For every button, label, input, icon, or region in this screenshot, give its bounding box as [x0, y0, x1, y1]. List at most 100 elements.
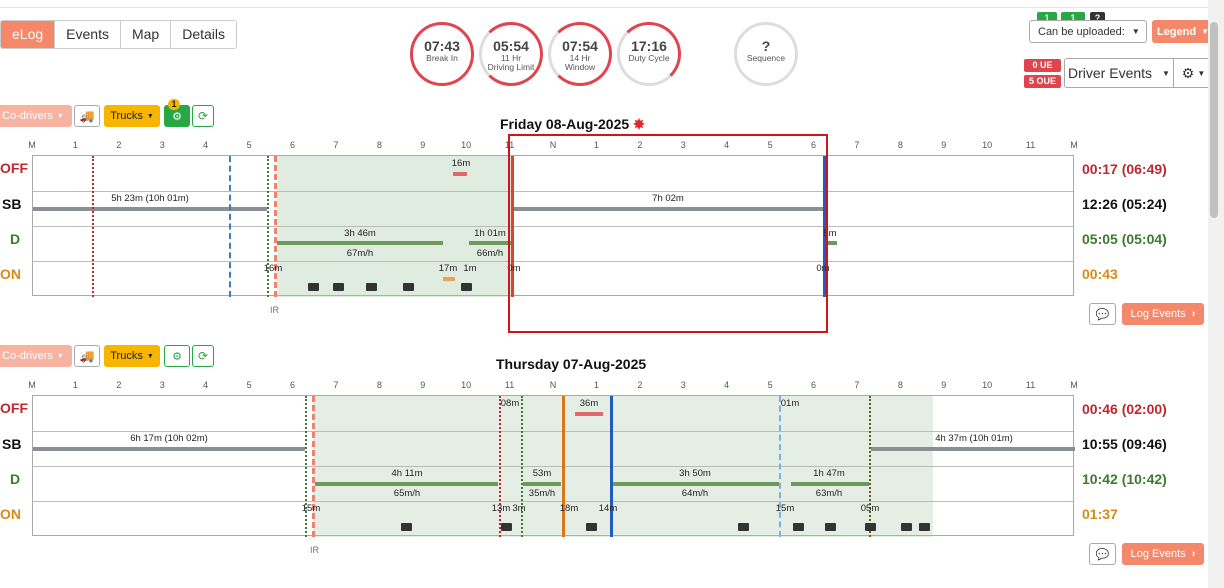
drive-shaded-region [277, 156, 511, 297]
vehicle-connect-button[interactable]: ⚙ [164, 345, 190, 367]
status-label-sb: SB [2, 196, 22, 212]
off-segment [575, 412, 603, 416]
tab-events[interactable]: Events [55, 21, 121, 48]
selection-highlight [508, 134, 828, 333]
comment-icon: 💬 [1095, 308, 1110, 321]
truck-icon-button[interactable]: 🚚 [74, 105, 100, 127]
hour-label: 4 [724, 380, 730, 390]
hour-label: M [28, 140, 36, 150]
hour-label: 8 [376, 140, 382, 150]
hour-label: 3 [680, 380, 686, 390]
status-label-off: OFF [0, 160, 28, 176]
upload-select[interactable]: Can be uploaded: ▼ [1029, 20, 1147, 43]
truck-icon: 🚚 [79, 109, 95, 123]
hour-label: 6 [289, 140, 296, 150]
codrivers-button[interactable]: Co-drivers ▼ [0, 345, 72, 367]
total-d: 10:42 (10:42) [1082, 471, 1167, 487]
speed-label: 65m/h [393, 488, 421, 499]
truck-icon [793, 523, 804, 531]
duration-label: 6h 17m (10h 02m) [130, 433, 208, 444]
total-d: 05:05 (05:04) [1082, 231, 1167, 247]
speed-label: 66m/h [476, 248, 504, 259]
ue-badge[interactable]: 0 UE [1024, 59, 1061, 72]
vehicle-connect-button[interactable]: ⚙ [164, 105, 190, 127]
hour-label: 2 [116, 140, 122, 150]
drive-segment [469, 241, 513, 245]
scrollbar-thumb[interactable] [1210, 22, 1218, 218]
truck-icon [403, 283, 414, 291]
comment-button[interactable]: 💬 [1089, 303, 1116, 325]
row-divider [33, 466, 1073, 467]
dial-duty-cycle: 17:16 Duty Cycle [617, 22, 681, 86]
truck-icon [825, 523, 836, 531]
dial-label: 14 Hr [569, 53, 591, 63]
sb-segment [33, 447, 305, 451]
drive-segment [277, 241, 443, 245]
duration-label: 7h 02m [652, 193, 684, 204]
tab-elog[interactable]: eLog [1, 21, 56, 48]
duration-label: 3m [512, 503, 526, 514]
truck-icon [333, 283, 344, 291]
hour-label: 11 [504, 380, 515, 390]
hour-label: 10 [982, 380, 993, 390]
row-divider [33, 501, 1073, 502]
row-divider [33, 431, 1073, 432]
sb-segment [513, 207, 823, 211]
event-marker [562, 396, 565, 537]
oue-badge[interactable]: 5 OUE [1024, 75, 1061, 88]
hour-label: 11 [1025, 380, 1036, 390]
hour-label: 1 [72, 140, 78, 150]
hour-label: 8 [897, 380, 903, 390]
legend-button[interactable]: Legend ▼ [1152, 20, 1214, 43]
drive-segment [611, 482, 779, 486]
truck-icon-button[interactable]: 🚚 [74, 345, 100, 367]
event-marker [610, 396, 613, 537]
log-grid[interactable]: 16m 5h 23m (10h 01m) 7h 02m 3h 46m 67m/h… [32, 155, 1074, 297]
truck-icon [586, 523, 597, 531]
notification-count: 1 [168, 99, 180, 110]
trucks-label: Trucks [110, 350, 143, 362]
duration-label: 15m [301, 503, 321, 514]
status-label-on: ON [0, 506, 21, 522]
hour-label: 10 [461, 380, 472, 390]
refresh-icon: ⟳ [197, 109, 209, 123]
hour-label: 6 [810, 380, 817, 390]
status-label-d: D [10, 231, 21, 247]
total-on: 00:43 [1082, 266, 1118, 282]
event-marker [869, 396, 871, 537]
dial-sequence: ? Sequence [734, 22, 798, 86]
alert-icon: ✸ [633, 116, 645, 132]
dial-value: ? [761, 38, 771, 54]
log-grid[interactable]: 08m 36m 01m 6h 17m (10h 02m) 4h 37m (10h… [32, 395, 1075, 537]
trucks-button[interactable]: Trucks ▼ [104, 345, 160, 367]
engine-icon: ⚙ [172, 350, 182, 363]
settings-dropdown[interactable]: ⚙ ▼ [1173, 58, 1214, 88]
duration-label: 5h 23m (10h 01m) [111, 193, 189, 204]
comment-button[interactable]: 💬 [1089, 543, 1116, 565]
tab-map[interactable]: Map [120, 21, 172, 48]
legend-label: Legend [1156, 25, 1197, 38]
hour-label: 5 [767, 140, 773, 150]
truck-icon: 🚚 [79, 349, 95, 363]
log-events-label: Log Events [1130, 548, 1186, 560]
row-divider [33, 261, 1073, 262]
codrivers-button[interactable]: Co-drivers ▼ [0, 105, 72, 127]
chevron-down-icon: ▼ [1162, 68, 1170, 78]
hour-label: 5 [246, 140, 252, 150]
dial-label: Duty Cycle [628, 53, 670, 63]
status-label-on: ON [0, 266, 21, 282]
refresh-button[interactable]: ⟳ [192, 345, 214, 367]
trucks-button[interactable]: Trucks ▼ [104, 105, 160, 127]
hour-label: 2 [637, 380, 643, 390]
comment-icon: 💬 [1095, 548, 1110, 561]
refresh-button[interactable]: ⟳ [192, 105, 214, 127]
log-events-button[interactable]: Log Events › [1122, 303, 1204, 325]
speed-label: 64m/h [681, 488, 709, 499]
dial-driving-limit: 05:54 11 Hr Driving Limit [479, 22, 543, 86]
chevron-down-icon: ▼ [146, 352, 154, 360]
driver-events-select[interactable]: Driver Events ▼ [1064, 58, 1174, 88]
tab-details[interactable]: Details [171, 21, 236, 48]
hour-label: 1 [593, 380, 599, 390]
log-events-button[interactable]: Log Events › [1122, 543, 1204, 565]
event-marker [779, 396, 781, 537]
